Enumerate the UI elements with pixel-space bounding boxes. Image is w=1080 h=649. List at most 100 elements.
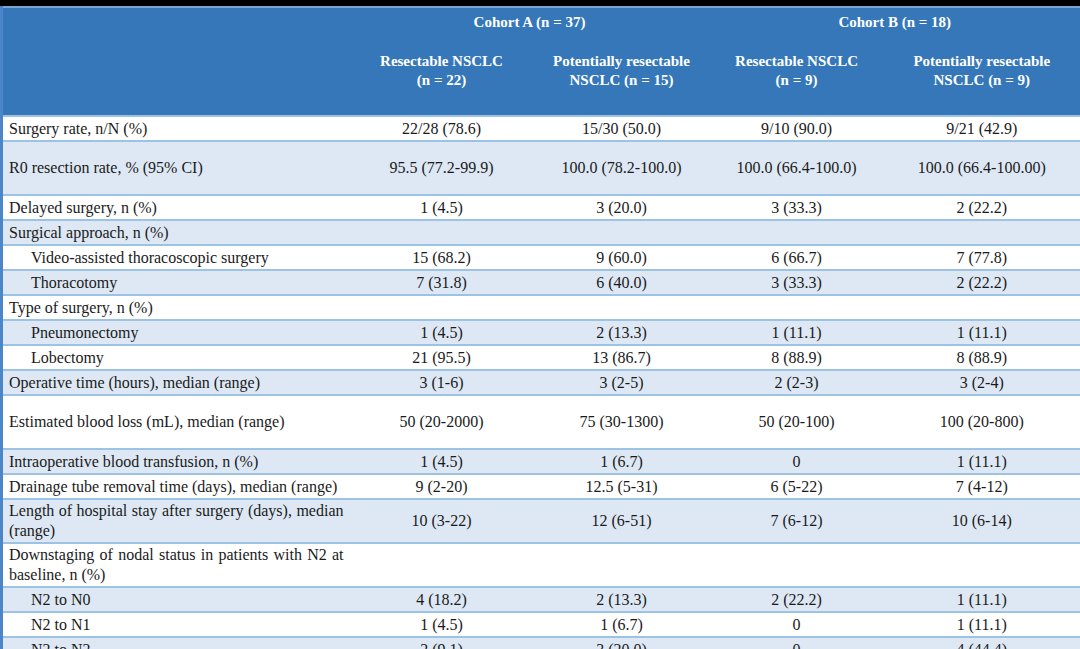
value-cell: 2 (13.3) bbox=[534, 587, 710, 612]
row-label: Intraoperative blood transfusion, n (%) bbox=[2, 449, 350, 474]
value-cell: 1 (4.5) bbox=[350, 195, 534, 220]
value-cell: 100.0 (66.4-100.0) bbox=[710, 141, 884, 195]
value-cell: 8 (88.9) bbox=[710, 345, 884, 370]
table-row: R0 resection rate, % (95% CI) 95.5 (77.2… bbox=[2, 141, 1080, 195]
table-row: Surgical approach, n (%) bbox=[2, 220, 1080, 245]
row-label: Delayed surgery, n (%) bbox=[2, 195, 350, 220]
value-cell bbox=[350, 295, 534, 320]
value-cell: 50 (20-100) bbox=[710, 395, 884, 449]
value-cell: 1 (11.1) bbox=[884, 587, 1080, 612]
value-cell: 2 (13.3) bbox=[534, 320, 710, 345]
value-cell bbox=[534, 220, 710, 245]
column-n: (n = 15) bbox=[624, 72, 673, 88]
value-cell: 1 (6.7) bbox=[534, 612, 710, 637]
value-cell: 3 (20.0) bbox=[534, 195, 710, 220]
corner-cell bbox=[2, 34, 350, 116]
value-cell bbox=[710, 543, 884, 587]
value-cell: 1 (11.1) bbox=[710, 320, 884, 345]
column-header-resectable-a: Resectable NSCLC (n = 22) bbox=[350, 34, 534, 116]
value-cell bbox=[534, 295, 710, 320]
column-header-potentially-a: Potentially resectable NSCLC (n = 15) bbox=[534, 34, 710, 116]
value-cell: 1 (4.5) bbox=[350, 320, 534, 345]
value-cell: 9 (60.0) bbox=[534, 245, 710, 270]
surgical-outcomes-table: Cohort A (n = 37) Cohort B (n = 18) Rese… bbox=[0, 6, 1080, 649]
value-cell bbox=[710, 295, 884, 320]
value-cell: 100.0 (66.4-100.00) bbox=[884, 141, 1080, 195]
table-row: Downstaging of nodal status in patients … bbox=[2, 543, 1080, 587]
value-cell bbox=[350, 543, 534, 587]
row-label: Pneumonectomy bbox=[2, 320, 350, 345]
value-cell: 0 bbox=[710, 612, 884, 637]
table-row: N2 to N2 2 (9.1) 3 (20.0) 0 4 (44.4) bbox=[2, 637, 1080, 649]
value-cell: 4 (44.4) bbox=[884, 637, 1080, 649]
row-label: Operative time (hours), median (range) bbox=[2, 370, 350, 395]
value-cell: 6 (5-22) bbox=[710, 474, 884, 499]
table-row: N2 to N1 1 (4.5) 1 (6.7) 0 1 (11.1) bbox=[2, 612, 1080, 637]
column-title: Resectable NSCLC bbox=[735, 53, 858, 69]
column-header-row: Resectable NSCLC (n = 22) Potentially re… bbox=[2, 34, 1080, 116]
value-cell: 2 (2-3) bbox=[710, 370, 884, 395]
value-cell: 100.0 (78.2-100.0) bbox=[534, 141, 710, 195]
value-cell: 2 (22.2) bbox=[710, 587, 884, 612]
corner-cell bbox=[2, 7, 350, 34]
value-cell: 10 (6-14) bbox=[884, 499, 1080, 543]
column-n: (n = 22) bbox=[417, 72, 466, 88]
value-cell: 9/10 (90.0) bbox=[710, 116, 884, 141]
table-row: Delayed surgery, n (%) 1 (4.5) 3 (20.0) … bbox=[2, 195, 1080, 220]
table-row: N2 to N0 4 (18.2) 2 (13.3) 2 (22.2) 1 (1… bbox=[2, 587, 1080, 612]
value-cell: 22/28 (78.6) bbox=[350, 116, 534, 141]
row-label: Video-assisted thoracoscopic surgery bbox=[2, 245, 350, 270]
row-label: Type of surgery, n (%) bbox=[2, 295, 350, 320]
value-cell: 10 (3-22) bbox=[350, 499, 534, 543]
row-label: N2 to N2 bbox=[2, 637, 350, 649]
table-row: Operative time (hours), median (range) 3… bbox=[2, 370, 1080, 395]
value-cell: 1 (4.5) bbox=[350, 612, 534, 637]
value-cell: 3 (1-6) bbox=[350, 370, 534, 395]
row-label: Estimated blood loss (mL), median (range… bbox=[2, 395, 350, 449]
value-cell bbox=[884, 220, 1080, 245]
table-row: Intraoperative blood transfusion, n (%) … bbox=[2, 449, 1080, 474]
column-title: Resectable NSCLC bbox=[380, 53, 503, 69]
table-row: Surgery rate, n/N (%) 22/28 (78.6) 15/30… bbox=[2, 116, 1080, 141]
table-row: Pneumonectomy 1 (4.5) 2 (13.3) 1 (11.1) … bbox=[2, 320, 1080, 345]
value-cell: 4 (18.2) bbox=[350, 587, 534, 612]
value-cell bbox=[884, 543, 1080, 587]
value-cell: 21 (95.5) bbox=[350, 345, 534, 370]
value-cell: 1 (11.1) bbox=[884, 612, 1080, 637]
value-cell: 8 (88.9) bbox=[884, 345, 1080, 370]
value-cell: 50 (20-2000) bbox=[350, 395, 534, 449]
value-cell bbox=[710, 220, 884, 245]
table-body: Surgery rate, n/N (%) 22/28 (78.6) 15/30… bbox=[2, 116, 1080, 649]
value-cell: 2 (22.2) bbox=[884, 270, 1080, 295]
value-cell: 2 (9.1) bbox=[350, 637, 534, 649]
row-label: N2 to N1 bbox=[2, 612, 350, 637]
value-cell: 7 (31.8) bbox=[350, 270, 534, 295]
table-row: Video-assisted thoracoscopic surgery 15 … bbox=[2, 245, 1080, 270]
value-cell: 3 (2-4) bbox=[884, 370, 1080, 395]
row-label: Lobectomy bbox=[2, 345, 350, 370]
value-cell: 9/21 (42.9) bbox=[884, 116, 1080, 141]
value-cell: 13 (86.7) bbox=[534, 345, 710, 370]
value-cell: 6 (66.7) bbox=[710, 245, 884, 270]
table-row: Length of hospital stay after surgery (d… bbox=[2, 499, 1080, 543]
value-cell: 95.5 (77.2-99.9) bbox=[350, 141, 534, 195]
value-cell: 100 (20-800) bbox=[884, 395, 1080, 449]
table-header: Cohort A (n = 37) Cohort B (n = 18) Rese… bbox=[2, 7, 1080, 116]
value-cell: 9 (2-20) bbox=[350, 474, 534, 499]
row-label: Length of hospital stay after surgery (d… bbox=[2, 499, 350, 543]
value-cell: 12.5 (5-31) bbox=[534, 474, 710, 499]
table-row: Lobectomy 21 (95.5) 13 (86.7) 8 (88.9) 8… bbox=[2, 345, 1080, 370]
row-label: N2 to N0 bbox=[2, 587, 350, 612]
value-cell: 3 (33.3) bbox=[710, 195, 884, 220]
value-cell bbox=[350, 220, 534, 245]
column-n: (n = 9) bbox=[776, 72, 818, 88]
value-cell: 7 (6-12) bbox=[710, 499, 884, 543]
table-row: Drainage tube removal time (days), media… bbox=[2, 474, 1080, 499]
value-cell: 0 bbox=[710, 637, 884, 649]
value-cell: 2 (22.2) bbox=[884, 195, 1080, 220]
column-header-resectable-b: Resectable NSCLC (n = 9) bbox=[710, 34, 884, 116]
table-row: Estimated blood loss (mL), median (range… bbox=[2, 395, 1080, 449]
row-label: Surgical approach, n (%) bbox=[2, 220, 350, 245]
value-cell: 1 (11.1) bbox=[884, 320, 1080, 345]
value-cell: 15/30 (50.0) bbox=[534, 116, 710, 141]
